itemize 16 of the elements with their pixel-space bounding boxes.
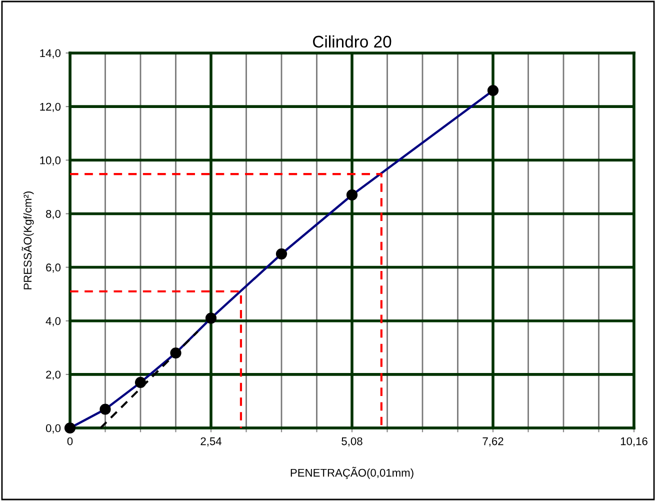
y-tick-label: 12,0 (40, 102, 61, 112)
x-tick-label: 2,54 (200, 437, 222, 446)
y-tick-label: 8,0 (46, 210, 61, 220)
y-tick-label: 0,0 (46, 424, 61, 434)
y-tick-label: 6,0 (46, 264, 61, 273)
y-tick-label: 2,0 (46, 370, 61, 380)
chart-title: Cilindro 20 (313, 35, 392, 48)
x-tick-label: 5,08 (342, 437, 362, 446)
x-tick-label: 7,62 (482, 437, 504, 446)
y-axis-title: PRESSÃO(Kgf/cm²) (22, 191, 34, 290)
x-axis-title: PENETRAÇÃO(0,01mm) (290, 466, 414, 479)
x-tick-label: 0 (67, 437, 73, 446)
y-tick-label: 14,0 (40, 49, 61, 58)
y-tick-label: 10,0 (40, 156, 61, 166)
y-tick-label: 4,0 (46, 317, 61, 326)
x-tick-label: 10,16 (620, 437, 648, 446)
